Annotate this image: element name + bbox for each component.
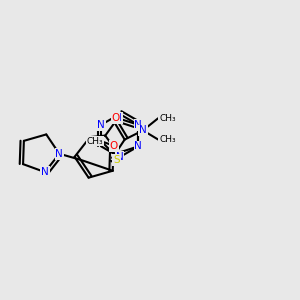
Text: N: N bbox=[116, 152, 124, 162]
Text: O: O bbox=[111, 113, 120, 123]
Text: CH₃: CH₃ bbox=[87, 137, 103, 146]
Text: N: N bbox=[114, 113, 122, 123]
Text: CH₃: CH₃ bbox=[159, 135, 176, 144]
Text: N: N bbox=[134, 141, 142, 151]
Text: O: O bbox=[110, 141, 118, 151]
Text: N: N bbox=[139, 125, 147, 135]
Text: N: N bbox=[56, 149, 63, 159]
Text: CH₃: CH₃ bbox=[159, 114, 176, 123]
Text: N: N bbox=[97, 120, 105, 130]
Text: N: N bbox=[134, 120, 142, 130]
Text: N: N bbox=[41, 167, 49, 177]
Text: S: S bbox=[113, 155, 120, 165]
